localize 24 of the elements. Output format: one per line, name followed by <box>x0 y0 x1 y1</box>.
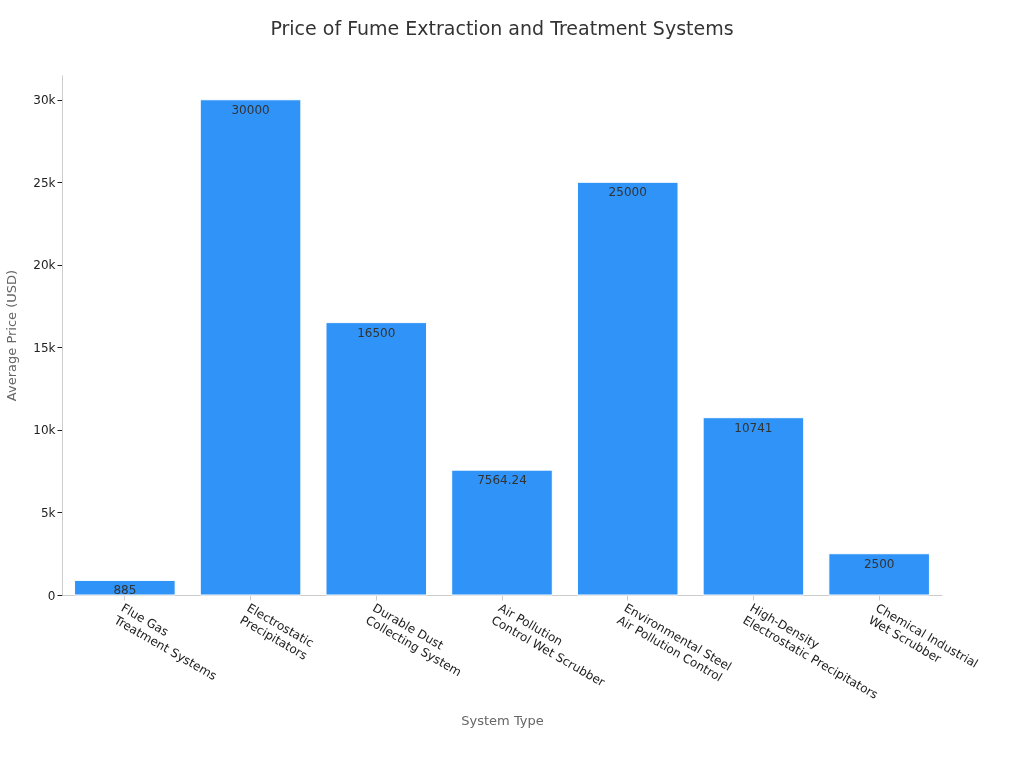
chart-title: Price of Fume Extraction and Treatment Systems <box>270 17 734 39</box>
y-tick-label: 5k <box>40 505 56 520</box>
data-label: 30000 <box>231 102 270 117</box>
bar <box>325 322 428 596</box>
y-tick-label: 25k <box>33 175 56 190</box>
y-axis-title: Average Price (USD) <box>4 269 20 402</box>
data-label: 16500 <box>357 325 396 340</box>
y-tick-label: 0 <box>47 588 56 603</box>
data-label: 885 <box>113 583 137 598</box>
bar <box>702 417 805 596</box>
bar <box>828 553 930 596</box>
y-tick-label: 10k <box>33 423 56 438</box>
bar <box>74 579 176 596</box>
x-axis-title: System Type <box>461 712 544 728</box>
y-tick-label: 20k <box>33 258 56 273</box>
y-tick-label: 15k <box>33 340 56 355</box>
data-label: 2500 <box>863 556 895 571</box>
y-tick-label: 30k <box>33 93 56 108</box>
bar <box>199 99 302 596</box>
data-label: 25000 <box>608 185 647 200</box>
data-label: 10741 <box>734 420 773 435</box>
bar <box>576 181 679 596</box>
data-label: 7564.24 <box>477 473 527 488</box>
bar <box>451 469 553 596</box>
